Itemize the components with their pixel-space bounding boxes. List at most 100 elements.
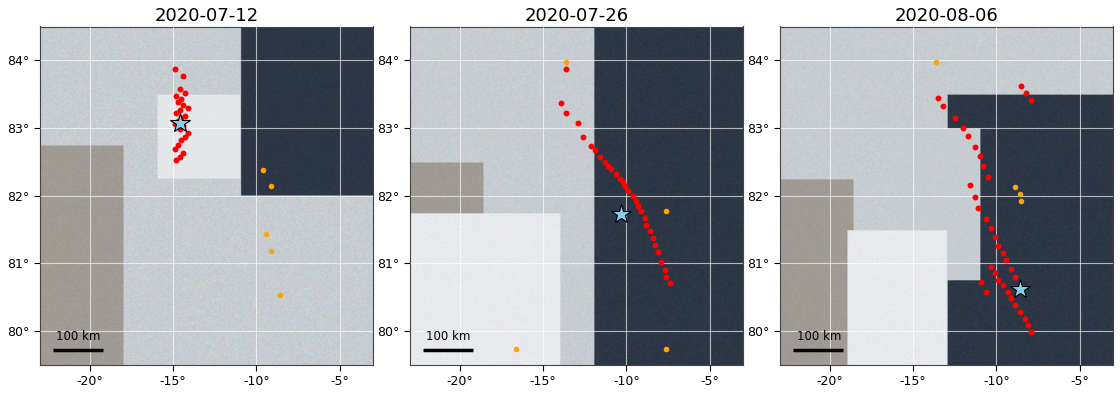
- Point: [174, 123, 192, 129]
- Point: [1019, 322, 1037, 329]
- Point: [627, 198, 645, 204]
- Title: 2020-07-12: 2020-07-12: [155, 7, 259, 25]
- Point: [1017, 90, 1035, 96]
- Point: [969, 205, 987, 211]
- Point: [979, 173, 997, 180]
- Point: [552, 100, 570, 106]
- Point: [637, 222, 655, 228]
- Point: [174, 150, 192, 156]
- Point: [995, 282, 1012, 288]
- Text: 100 km: 100 km: [56, 330, 101, 343]
- Point: [166, 66, 184, 72]
- Point: [978, 216, 996, 222]
- Point: [179, 105, 197, 111]
- Point: [271, 292, 289, 298]
- Point: [167, 157, 185, 164]
- Point: [262, 183, 280, 189]
- Point: [965, 194, 983, 200]
- Point: [166, 146, 184, 152]
- Point: [982, 263, 1000, 270]
- Title: 2020-08-06: 2020-08-06: [895, 7, 998, 25]
- Point: [174, 102, 192, 108]
- Point: [934, 103, 952, 109]
- Point: [1012, 83, 1030, 89]
- Point: [619, 188, 637, 194]
- Point: [1011, 191, 1029, 198]
- Point: [633, 208, 651, 214]
- Point: [616, 183, 634, 189]
- Point: [1006, 302, 1024, 308]
- Point: [254, 167, 272, 173]
- Point: [657, 346, 675, 352]
- Point: [607, 171, 625, 177]
- Point: [176, 90, 194, 96]
- Point: [176, 134, 194, 140]
- Point: [986, 234, 1004, 241]
- Point: [661, 280, 679, 287]
- Point: [586, 147, 604, 153]
- Point: [172, 137, 190, 143]
- Point: [1006, 274, 1024, 280]
- Point: [652, 259, 670, 265]
- Point: [262, 248, 280, 254]
- Point: [507, 346, 525, 352]
- Point: [582, 142, 600, 149]
- Point: [946, 115, 964, 121]
- Point: [1016, 316, 1034, 322]
- Point: [650, 248, 668, 255]
- Point: [167, 110, 185, 116]
- Point: [989, 243, 1007, 250]
- Point: [930, 94, 948, 101]
- Point: [998, 257, 1016, 263]
- Point: [657, 208, 675, 214]
- Point: [169, 118, 187, 124]
- Point: [959, 133, 977, 139]
- Point: [989, 277, 1007, 283]
- Point: [614, 179, 632, 185]
- Point: [258, 231, 276, 237]
- Point: [1002, 265, 1020, 272]
- Point: [170, 126, 188, 132]
- Point: [646, 242, 664, 248]
- Point: [644, 235, 662, 241]
- Point: [636, 215, 654, 221]
- Point: [1023, 96, 1040, 103]
- Point: [986, 270, 1004, 276]
- Point: [603, 166, 620, 172]
- Point: [179, 130, 197, 136]
- Point: [927, 58, 945, 65]
- Point: [1012, 198, 1030, 204]
- Point: [641, 228, 659, 235]
- Point: [569, 120, 587, 126]
- Point: [590, 154, 608, 160]
- Title: 2020-07-26: 2020-07-26: [524, 7, 628, 25]
- Point: [978, 288, 996, 295]
- Text: 100 km: 100 km: [796, 330, 841, 343]
- Point: [170, 107, 188, 113]
- Point: [558, 66, 576, 72]
- Point: [982, 225, 1000, 231]
- Point: [624, 192, 642, 199]
- Point: [972, 279, 990, 285]
- Point: [1002, 295, 1020, 301]
- Point: [167, 93, 185, 99]
- Point: [172, 115, 190, 121]
- Point: [575, 134, 592, 140]
- Point: [961, 182, 979, 188]
- Point: [1011, 309, 1029, 315]
- Point: [610, 176, 628, 182]
- Point: [169, 142, 187, 148]
- Point: [657, 274, 675, 280]
- Point: [599, 163, 617, 169]
- Point: [971, 153, 989, 160]
- Point: [1023, 329, 1040, 335]
- Point: [954, 125, 972, 131]
- Point: [965, 144, 983, 150]
- Point: [169, 99, 187, 105]
- Point: [166, 121, 184, 127]
- Point: [655, 267, 673, 273]
- Point: [172, 96, 190, 102]
- Point: [558, 110, 576, 116]
- Point: [629, 203, 647, 210]
- Point: [170, 154, 188, 160]
